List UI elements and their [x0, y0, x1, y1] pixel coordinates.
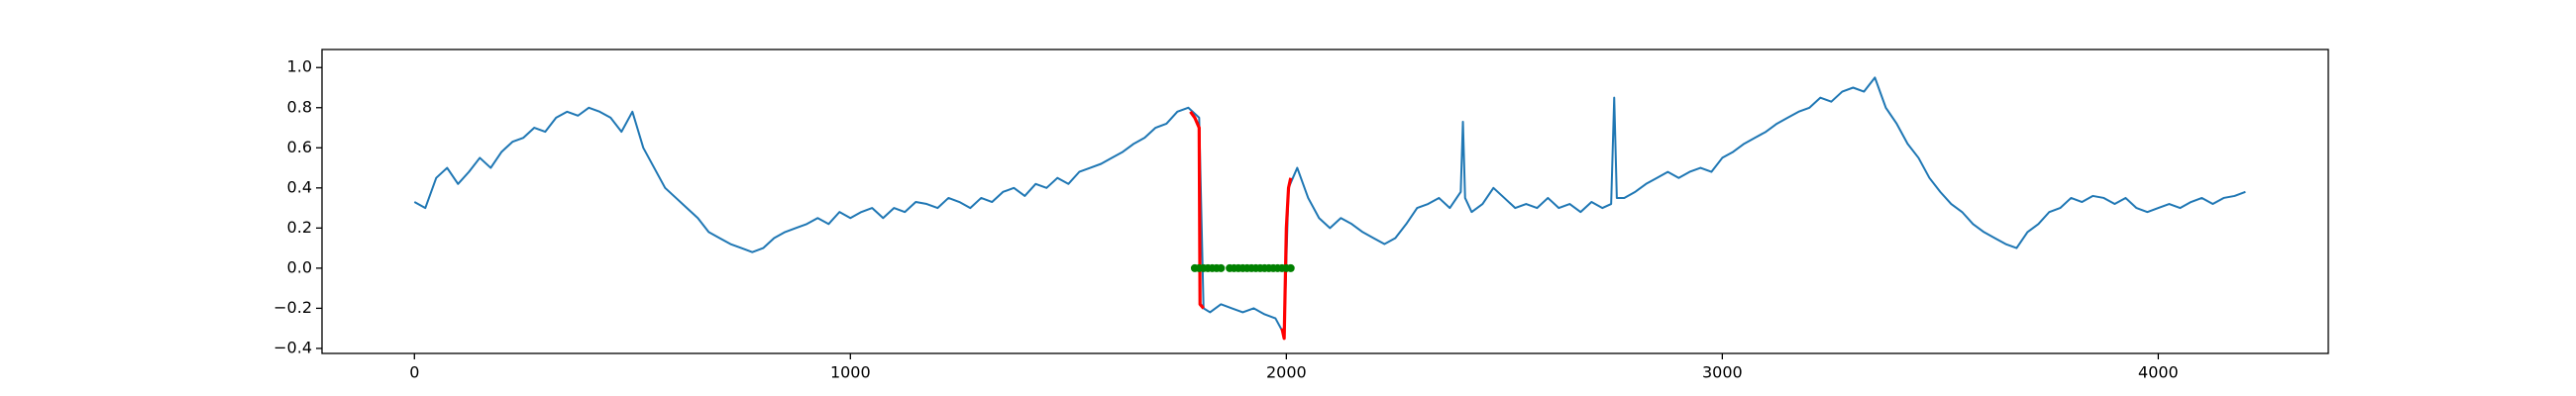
- data-line: [1189, 110, 1293, 341]
- y-tick-label: −0.4: [273, 338, 312, 356]
- y-tick-label: 1.0: [287, 57, 312, 76]
- data-line: [413, 76, 2246, 336]
- y-tick-label: 0.0: [287, 257, 312, 276]
- x-tick-label: 0: [409, 363, 419, 382]
- data-point: [1286, 263, 1295, 272]
- y-tick-label: −0.2: [273, 298, 312, 317]
- x-tick-label: 1000: [830, 363, 871, 382]
- x-tick-label: 4000: [2138, 363, 2179, 382]
- y-tick-label: 0.2: [287, 218, 312, 237]
- y-tick-label: 0.4: [287, 177, 312, 196]
- plot-frame: [321, 49, 2329, 354]
- data-point: [1217, 263, 1226, 272]
- x-tick-label: 3000: [1702, 363, 1743, 382]
- y-tick-label: 0.6: [287, 138, 312, 156]
- x-tick-label: 2000: [1266, 363, 1307, 382]
- y-tick-label: 0.8: [287, 97, 312, 116]
